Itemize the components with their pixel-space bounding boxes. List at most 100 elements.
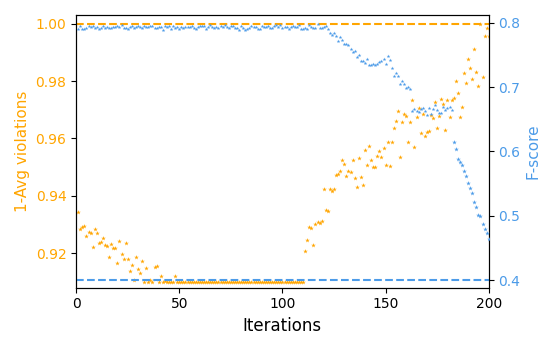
Point: [237, 23, 246, 29]
Point: [105, 25, 113, 31]
Point: [350, 48, 359, 54]
Point: [121, 240, 130, 246]
Point: [443, 97, 452, 103]
Point: [459, 70, 468, 76]
Point: [426, 112, 435, 118]
Point: [420, 134, 429, 139]
Point: [210, 25, 219, 31]
Point: [331, 172, 340, 178]
Point: [327, 32, 336, 37]
Point: [305, 23, 314, 28]
Point: [210, 279, 219, 285]
Point: [431, 102, 440, 108]
Point: [161, 278, 170, 284]
Point: [161, 23, 170, 28]
Point: [115, 24, 124, 30]
Point: [105, 254, 113, 259]
Point: [336, 35, 345, 40]
Point: [389, 74, 398, 79]
Point: [206, 279, 215, 285]
Point: [212, 279, 221, 285]
Point: [286, 279, 295, 285]
Point: [315, 220, 324, 226]
Point: [168, 279, 177, 285]
Point: [107, 241, 116, 246]
Point: [111, 25, 120, 30]
Point: [402, 85, 411, 91]
Point: [171, 273, 180, 279]
Point: [272, 22, 281, 28]
Point: [109, 25, 118, 30]
Point: [379, 146, 388, 151]
Point: [272, 279, 281, 285]
Point: [193, 279, 202, 285]
Point: [404, 84, 413, 90]
Point: [338, 158, 347, 163]
Point: [222, 24, 231, 29]
Point: [466, 65, 475, 71]
Point: [303, 237, 312, 243]
Point: [90, 226, 99, 232]
Point: [348, 158, 357, 163]
X-axis label: Iterations: Iterations: [243, 317, 322, 335]
Point: [80, 223, 89, 229]
Point: [146, 277, 155, 282]
Point: [187, 279, 196, 285]
Point: [270, 23, 279, 29]
Point: [144, 279, 153, 285]
Point: [435, 113, 444, 119]
Point: [260, 279, 269, 285]
Point: [388, 139, 396, 145]
Point: [133, 23, 142, 29]
Point: [423, 112, 431, 118]
Point: [290, 25, 299, 30]
Point: [311, 25, 320, 31]
Point: [344, 168, 353, 174]
Point: [267, 279, 276, 285]
Point: [445, 114, 454, 119]
Point: [146, 23, 155, 28]
Point: [74, 210, 83, 215]
Point: [255, 279, 264, 285]
Point: [113, 260, 122, 266]
Point: [325, 187, 334, 192]
Point: [165, 23, 173, 29]
Point: [379, 57, 388, 62]
Point: [197, 23, 206, 28]
Point: [395, 82, 404, 87]
Point: [278, 279, 287, 285]
Point: [183, 279, 192, 285]
Y-axis label: 1-Avg violations: 1-Avg violations: [15, 91, 30, 212]
Point: [388, 65, 396, 71]
Point: [148, 23, 157, 29]
Point: [189, 25, 198, 30]
Point: [125, 268, 134, 274]
Point: [353, 54, 361, 60]
Point: [107, 25, 116, 31]
Point: [451, 147, 460, 152]
Point: [261, 279, 270, 285]
Point: [101, 25, 110, 30]
Point: [148, 279, 157, 285]
Point: [276, 22, 285, 28]
Point: [78, 26, 87, 32]
Point: [140, 279, 148, 285]
Point: [472, 69, 481, 75]
Point: [132, 254, 141, 260]
Point: [402, 113, 411, 119]
Point: [389, 125, 398, 131]
Point: [301, 25, 310, 31]
Point: [196, 23, 205, 29]
Point: [156, 273, 165, 279]
Point: [381, 61, 390, 67]
Point: [202, 279, 211, 285]
Point: [74, 27, 83, 32]
Point: [445, 104, 454, 110]
Point: [260, 24, 269, 29]
Point: [98, 235, 107, 241]
Point: [232, 279, 241, 285]
Point: [435, 110, 444, 116]
Point: [369, 61, 378, 66]
Point: [133, 266, 142, 272]
Point: [212, 24, 221, 30]
